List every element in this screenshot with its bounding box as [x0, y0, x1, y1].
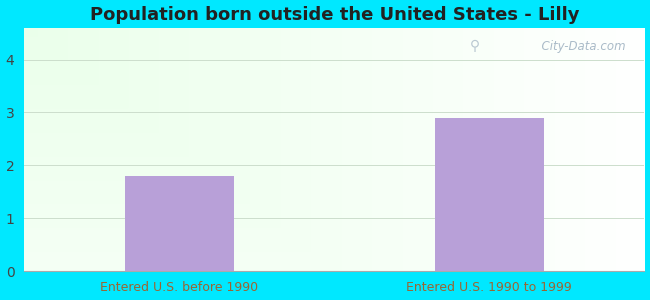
Title: Population born outside the United States - Lilly: Population born outside the United State… [90, 6, 579, 24]
Text: ⚲: ⚲ [470, 39, 480, 53]
Bar [125, 176, 233, 271]
Bar [435, 118, 543, 271]
Text: City-Data.com: City-Data.com [534, 40, 626, 53]
